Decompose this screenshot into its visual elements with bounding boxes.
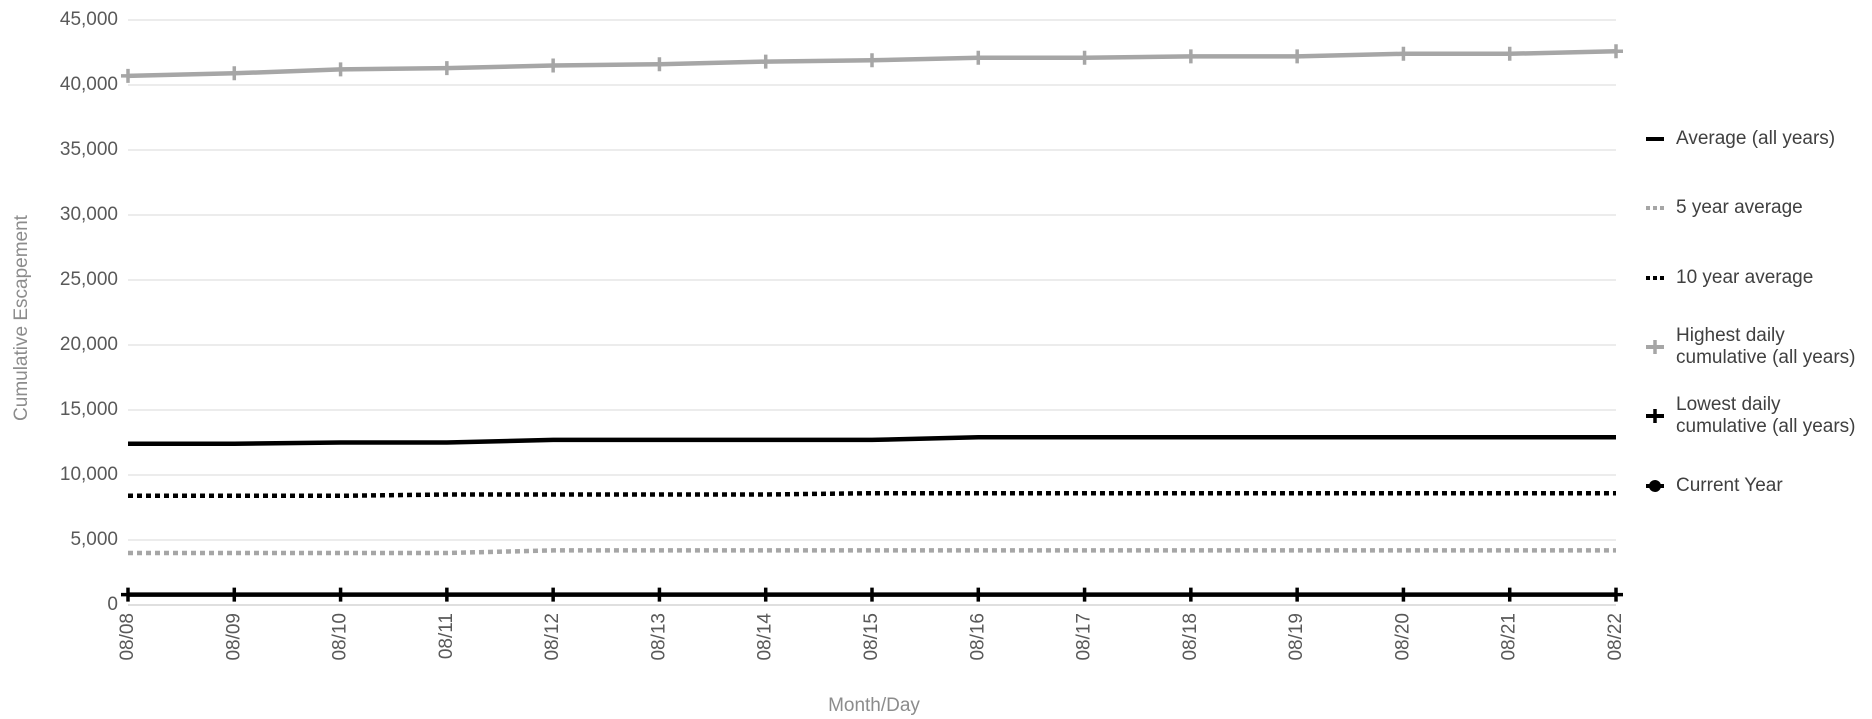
marker [1609, 587, 1623, 602]
marker [546, 58, 561, 73]
legend-label: Highest daily cumulative (all years) [1676, 325, 1856, 368]
x-tick-label: 08/22 [1605, 613, 1626, 661]
marker [1396, 587, 1411, 602]
legend-marker [1649, 480, 1661, 492]
marker [1396, 46, 1411, 61]
marker [1183, 587, 1198, 602]
marker [652, 587, 667, 602]
marker [971, 50, 986, 65]
legend-marker [1648, 340, 1662, 354]
x-tick-label: 08/09 [223, 613, 244, 661]
marker [439, 587, 454, 602]
series [128, 548, 1616, 556]
legend-label: 10 year average [1676, 267, 1814, 288]
marker [1077, 587, 1092, 602]
marker [1609, 44, 1623, 59]
x-tick-label: 08/11 [436, 613, 457, 659]
series [128, 435, 1616, 447]
legend-swatch [1646, 206, 1664, 210]
x-tick-label: 08/08 [117, 613, 138, 661]
legend-swatch [1646, 340, 1664, 354]
marker [546, 587, 561, 602]
marker [971, 587, 986, 602]
marker [439, 61, 454, 76]
series [121, 587, 1623, 602]
x-tick-label: 08/21 [1499, 613, 1520, 661]
legend-item: Lowest daily cumulative (all years) [1644, 394, 1861, 438]
y-tick-label: 45,000 [60, 9, 118, 30]
line [128, 435, 1616, 447]
marker [1290, 49, 1305, 64]
line [128, 548, 1616, 556]
marker [227, 66, 242, 81]
y-tick-label: 0 [107, 594, 118, 615]
x-tick-label: 08/10 [330, 613, 351, 661]
x-tick-label: 08/20 [1392, 613, 1413, 661]
y-tick-label: 25,000 [60, 269, 118, 290]
y-tick-label: 5,000 [70, 529, 118, 550]
marker [865, 53, 879, 68]
y-tick-label: 40,000 [60, 74, 118, 95]
x-tick-label: 08/16 [967, 613, 988, 661]
legend-item: Average (all years) [1644, 128, 1861, 150]
y-tick-label: 15,000 [60, 399, 118, 420]
legend-marker [1648, 409, 1662, 423]
legend-label: Lowest daily cumulative (all years) [1676, 394, 1856, 437]
legend-item: 5 year average [1644, 197, 1861, 219]
legend-swatch [1646, 480, 1664, 492]
marker [333, 587, 348, 602]
y-axis-title: Cumulative Escapement [11, 214, 32, 421]
marker [1502, 587, 1517, 602]
marker [1077, 50, 1092, 65]
x-tick-label: 08/18 [1180, 613, 1201, 661]
legend-item: Current Year [1644, 475, 1861, 497]
marker [758, 54, 773, 69]
y-tick-label: 35,000 [60, 139, 118, 160]
series [128, 490, 1616, 499]
series [121, 44, 1623, 83]
marker [1183, 49, 1198, 64]
marker [121, 587, 135, 602]
legend-label: Current Year [1676, 475, 1783, 496]
marker [333, 62, 348, 77]
x-tick-label: 08/14 [755, 613, 776, 661]
legend-label: 5 year average [1676, 197, 1803, 218]
y-tick-label: 30,000 [60, 204, 118, 225]
legend-swatch [1646, 409, 1664, 423]
legend-swatch [1646, 276, 1664, 280]
x-tick-label: 08/19 [1286, 613, 1307, 661]
y-tick-label: 20,000 [60, 334, 118, 355]
legend-item: Highest daily cumulative (all years) [1644, 325, 1861, 369]
x-tick-label: 08/12 [542, 613, 563, 661]
marker [227, 587, 242, 602]
legend-item: 10 year average [1644, 267, 1861, 289]
marker [121, 68, 135, 83]
legend-swatch [1646, 137, 1664, 141]
legend-label: Average (all years) [1676, 128, 1836, 149]
x-tick-label: 08/17 [1074, 613, 1095, 661]
x-tick-label: 08/15 [861, 613, 882, 661]
y-tick-label: 10,000 [60, 464, 118, 485]
marker [758, 587, 773, 602]
x-tick-label: 08/13 [648, 613, 669, 661]
marker [1290, 587, 1305, 602]
marker [1502, 46, 1517, 61]
marker [865, 587, 879, 602]
marker [652, 57, 667, 72]
line [128, 490, 1616, 499]
x-axis-title: Month/Day [828, 695, 920, 716]
